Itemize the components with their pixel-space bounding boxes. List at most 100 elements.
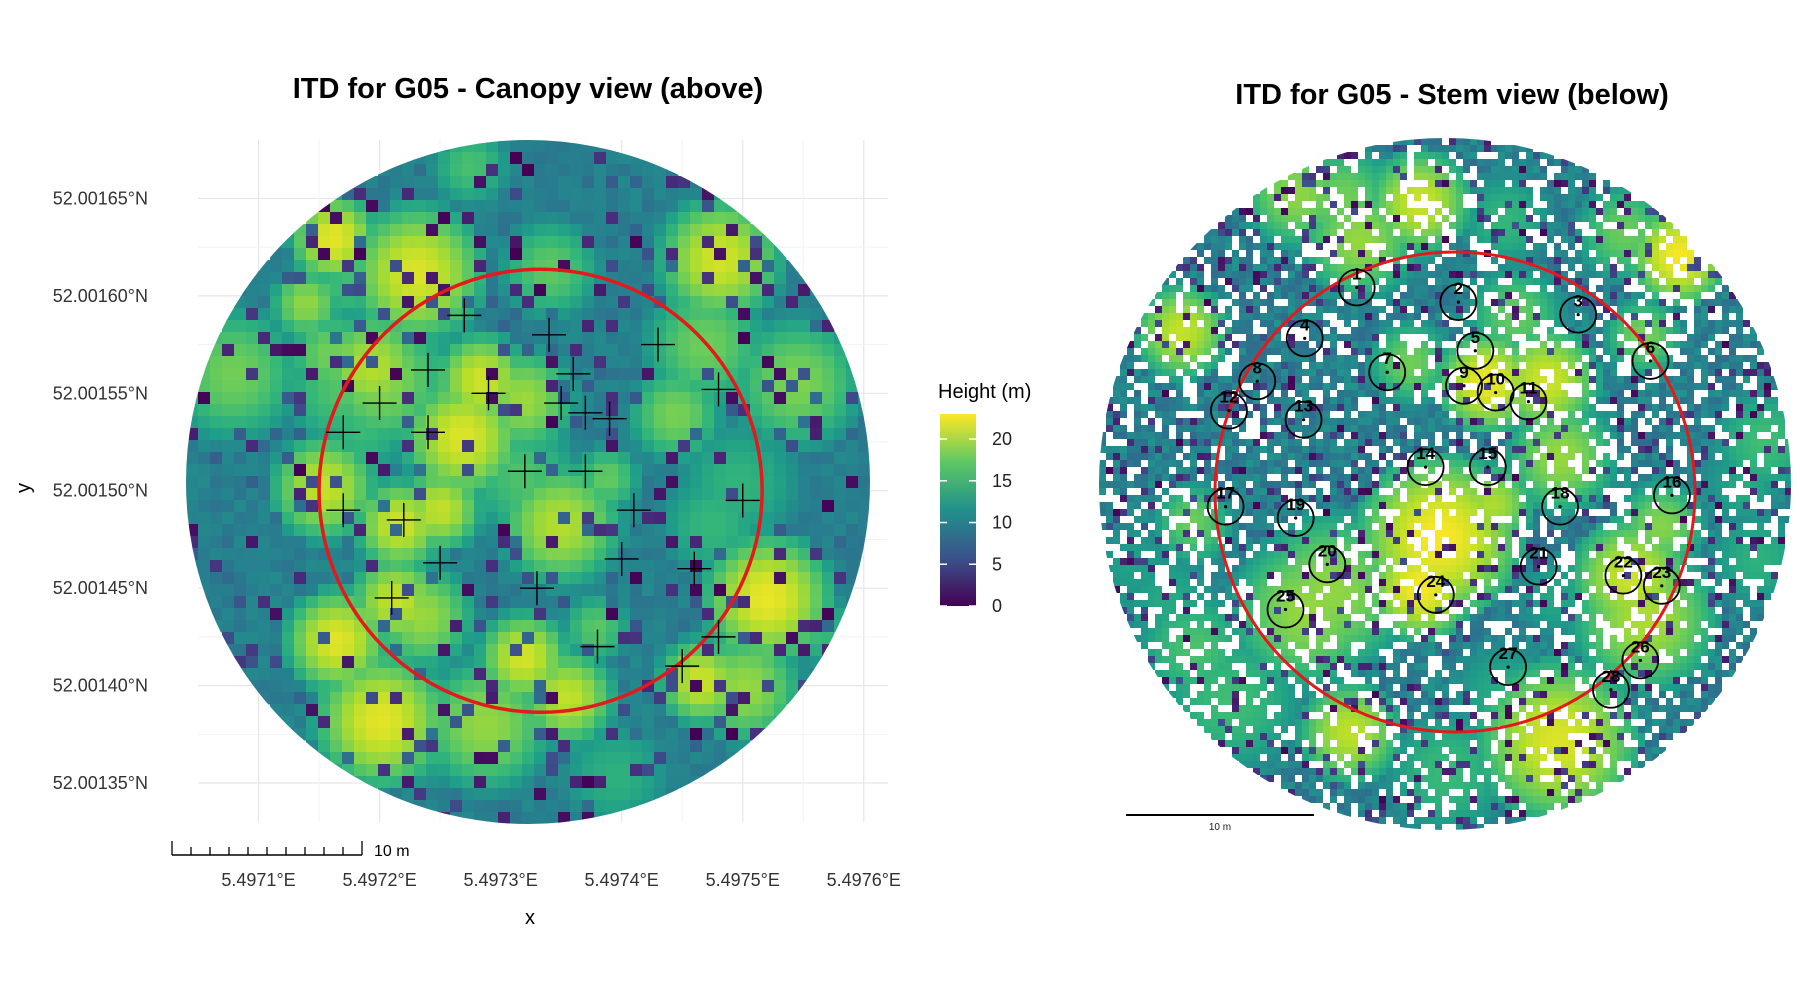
- legend-colorbar: [940, 414, 976, 606]
- stem-center-dot: [1325, 562, 1329, 566]
- stem-id-label: 15: [1478, 444, 1497, 463]
- stem-id-label: 16: [1662, 472, 1681, 491]
- tree-top-marker: [411, 415, 445, 450]
- plot-boundary-circle: [317, 267, 764, 715]
- stem-marker: 23: [1642, 563, 1681, 605]
- tree-top-marker: [362, 386, 397, 421]
- stem-marker: 16: [1653, 472, 1691, 515]
- tree-top-marker: [423, 545, 458, 580]
- y-tick-label: 52.00140°N: [53, 676, 148, 696]
- legend-tick-label: 20: [992, 429, 1012, 449]
- stem-id-label: 27: [1499, 644, 1518, 663]
- stem-circle: [1468, 448, 1507, 487]
- canopy-scale-bar: 10 m: [171, 841, 410, 860]
- stem-point-cloud: [1099, 138, 1791, 830]
- legend-tick-label: 0: [992, 596, 1002, 616]
- stem-circle: [1642, 566, 1681, 605]
- stem-id-label: 9: [1459, 363, 1468, 382]
- legend-tick-label: 15: [992, 471, 1012, 491]
- stem-center-dot: [1355, 285, 1359, 290]
- stem-center-dot: [1558, 505, 1562, 509]
- canopy-y-ticks: 52.00165°N 52.00160°N 52.00155°N 52.00150°N…: [53, 188, 148, 793]
- tree-top-marker: [326, 493, 361, 528]
- stem-id-label: 3: [1573, 292, 1582, 311]
- tree-top-marker: [519, 571, 554, 606]
- stem-center-dot: [1537, 564, 1541, 569]
- tree-top-marker: [411, 352, 445, 387]
- canopy-panel: ITD for G05 - Canopy view (above) 52.001…: [13, 73, 901, 929]
- stem-id-label: 14: [1416, 444, 1435, 463]
- stem-marker: 7: [1368, 349, 1407, 392]
- y-tick-label: 52.00145°N: [53, 578, 148, 598]
- stem-id-label: 11: [1519, 379, 1537, 398]
- stem-marker: 28: [1592, 667, 1630, 709]
- stem-marker: 9: [1445, 363, 1483, 405]
- tree-top-marker: [592, 401, 627, 436]
- stem-center-dot: [1576, 312, 1580, 317]
- canopy-scale-bar-label: 10 m: [374, 843, 410, 860]
- stem-circle: [1337, 268, 1376, 307]
- stem-marker: 25: [1266, 587, 1305, 629]
- stem-circle: [1368, 353, 1407, 392]
- stem-id-label: 28: [1601, 667, 1620, 686]
- stem-circle: [1416, 575, 1455, 614]
- stem-marker: 15: [1468, 444, 1507, 487]
- stem-circle: [1559, 295, 1598, 334]
- tree-top-marker: [326, 415, 361, 450]
- height-legend: Height (m) 20 15 10 5 0: [938, 381, 1031, 616]
- x-tick-label: 5.4973°E: [463, 870, 537, 890]
- x-tick-label: 5.4974°E: [585, 870, 659, 890]
- stem-circle: [1456, 331, 1495, 370]
- stem-circle: [1604, 556, 1643, 595]
- y-tick-label: 52.00155°N: [53, 383, 148, 403]
- x-axis-label: x: [525, 907, 535, 929]
- stem-id-label: 18: [1551, 484, 1570, 503]
- stem-circle: [1266, 590, 1305, 629]
- stem-circle: [1653, 476, 1691, 515]
- stem-id-label: 5: [1471, 328, 1480, 347]
- stem-id-label: 6: [1646, 338, 1655, 357]
- y-tick-label: 52.00135°N: [53, 773, 148, 793]
- stem-marker: 1: [1337, 264, 1376, 307]
- stem-center-dot: [1494, 390, 1498, 395]
- stem-center-dot: [1621, 574, 1625, 578]
- x-tick-label: 5.4971°E: [221, 870, 295, 890]
- stem-circle: [1406, 448, 1445, 487]
- y-tick-label: 52.00150°N: [53, 481, 148, 501]
- stem-marker: 27: [1489, 644, 1528, 687]
- stem-circle: [1621, 641, 1660, 680]
- tree-top-marker: [665, 649, 700, 684]
- stem-id-label: 21: [1529, 544, 1548, 563]
- y-tick-label: 52.00160°N: [53, 286, 148, 306]
- stem-circle: [1541, 487, 1579, 526]
- tree-top-marker: [447, 298, 482, 333]
- canopy-x-ticks: 5.4971°E 5.4972°E 5.4973°E 5.4974°E 5.4975°E…: [221, 870, 901, 890]
- stem-marker: 14: [1406, 444, 1445, 487]
- stem-id-label: 4: [1300, 315, 1310, 334]
- tree-top-marker: [544, 386, 579, 421]
- stem-marker: 13: [1284, 397, 1323, 439]
- stem-marker: 18: [1541, 484, 1579, 526]
- canopy-height-raster: [186, 140, 870, 824]
- stem-id-label: 25: [1276, 587, 1295, 606]
- stem-circle: [1276, 499, 1315, 537]
- stem-id-label: 2: [1454, 279, 1463, 298]
- stem-center-dot: [1283, 607, 1288, 612]
- stem-chart-title: ITD for G05 - Stem view (below): [1235, 79, 1668, 111]
- stem-center-dot: [1486, 465, 1490, 469]
- stem-panel: ITD for G05 - Stem view (below) 12345678…: [1099, 79, 1791, 833]
- stem-marker: 10: [1476, 370, 1515, 412]
- stem-circle: [1592, 670, 1630, 709]
- stem-marker: 5: [1456, 328, 1495, 370]
- stem-marker: 20: [1308, 541, 1347, 584]
- stem-id-label: 24: [1426, 572, 1445, 591]
- stem-id-label: 23: [1652, 563, 1671, 582]
- stem-circle: [1210, 391, 1248, 430]
- stem-marker: 21: [1519, 544, 1558, 586]
- tree-top-marker: [568, 395, 603, 430]
- stem-center-dot: [1227, 409, 1231, 413]
- legend-tick-label: 10: [992, 513, 1012, 533]
- tree-top-marker: [386, 502, 421, 537]
- stem-center-dot: [1424, 465, 1428, 469]
